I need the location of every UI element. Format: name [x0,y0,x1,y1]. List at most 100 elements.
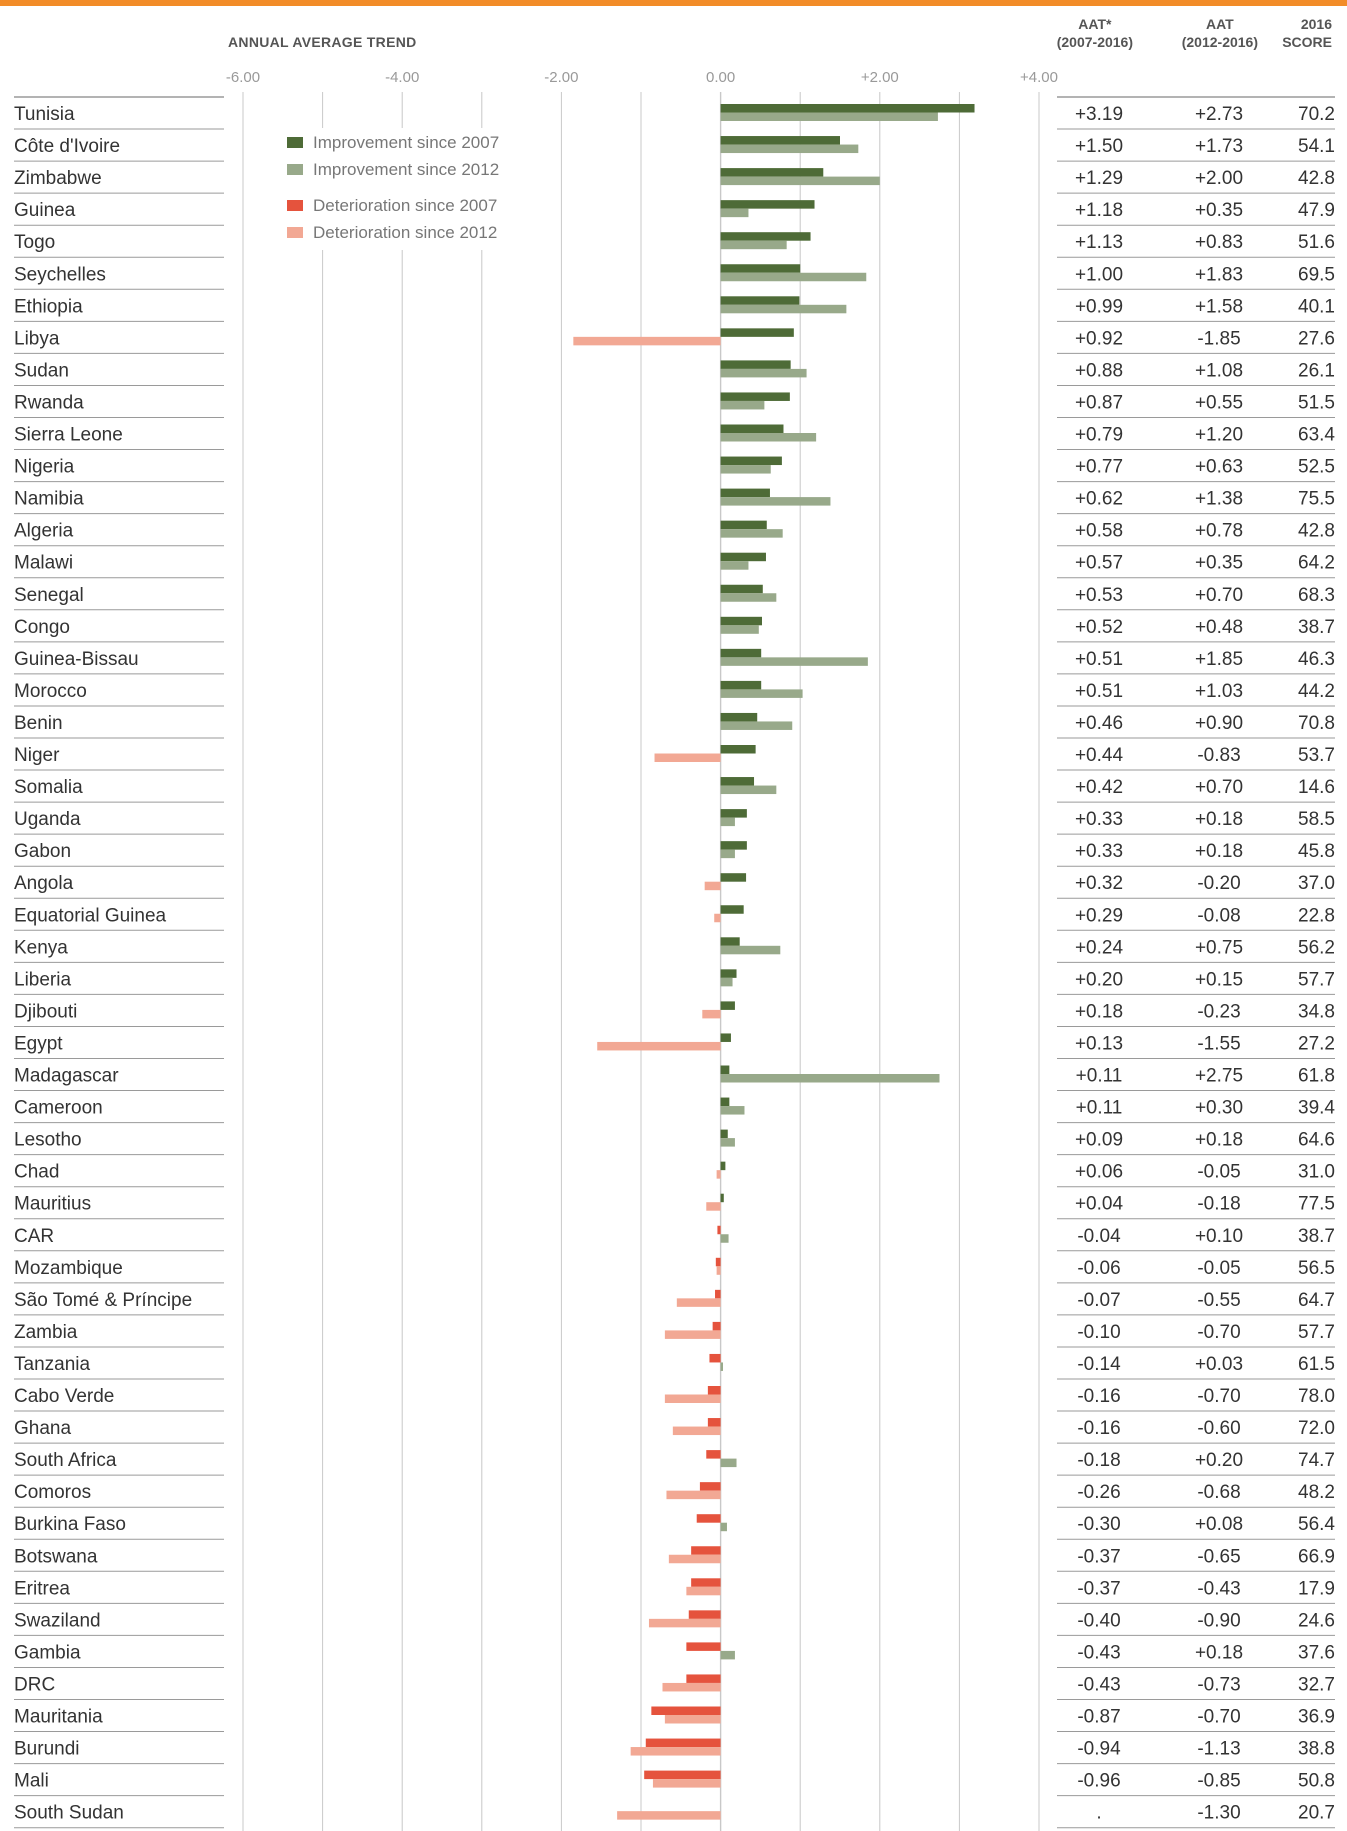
bar-aat-2012 [617,1811,721,1820]
bar-aat-2012 [720,272,867,282]
cell-score-2016: 44.2 [1298,681,1335,702]
country-label: Togo [14,232,55,253]
cell-score-2016: 37.0 [1298,873,1335,894]
cell-score-2016: 51.5 [1298,392,1335,413]
cell-aat-2007: +0.87 [1075,392,1123,413]
country-label: São Tomé & Príncipe [14,1290,192,1311]
chart-title: ANNUAL AVERAGE TREND [228,34,417,50]
cell-score-2016: 70.8 [1298,713,1335,734]
bar-aat-2007 [644,1770,721,1780]
col-header-score-line1: 2016 [1300,16,1332,32]
bar-aat-2012 [664,1394,721,1403]
country-label: Congo [14,617,70,638]
cell-aat-2007: +0.33 [1075,809,1123,830]
col-header-aat-2012-line1: AAT [1205,16,1234,32]
bar-aat-2012 [720,785,777,795]
cell-aat-2012: -0.65 [1197,1546,1240,1567]
cell-score-2016: 56.2 [1298,937,1335,958]
cell-aat-2007: +0.33 [1075,841,1123,862]
bar-aat-2007 [720,264,801,273]
bar-aat-2012 [720,208,749,218]
cell-aat-2007: -0.94 [1077,1739,1121,1760]
bar-aat-2012 [720,721,793,730]
bar-aat-2007 [651,1706,721,1715]
bar-aat-2007 [720,1129,728,1139]
bar-aat-2012 [686,1586,721,1596]
country-label: Madagascar [14,1066,119,1087]
bar-aat-2007 [720,360,791,369]
bar-aat-2007 [720,200,815,209]
country-label: Cabo Verde [14,1386,114,1407]
cell-score-2016: 77.5 [1298,1194,1335,1215]
cell-score-2016: 52.5 [1298,457,1335,478]
col-header-aat-2012-line2: (2012-2016) [1181,34,1258,50]
cell-aat-2012: -1.85 [1197,328,1240,349]
country-label: Senegal [14,585,84,606]
cell-aat-2007: +0.24 [1075,937,1124,958]
cell-aat-2012: +0.35 [1195,200,1243,221]
cell-aat-2007: +0.58 [1075,521,1123,542]
bar-aat-2007 [717,1225,721,1235]
cell-aat-2012: +1.85 [1195,649,1243,670]
cell-aat-2007: +0.79 [1075,425,1123,446]
cell-score-2016: 45.8 [1298,841,1335,862]
row-rules [14,96,1335,1829]
cell-aat-2012: -1.13 [1197,1739,1240,1760]
cell-aat-2012: +0.70 [1195,777,1243,798]
cell-aat-2007: -0.06 [1077,1258,1120,1279]
country-label: Botswana [14,1546,98,1567]
cell-score-2016: 34.8 [1298,1001,1335,1022]
cell-aat-2012: -0.68 [1197,1482,1240,1503]
grid-lines [242,92,1040,1831]
cell-aat-2012: -0.90 [1197,1610,1240,1631]
country-label: Zimbabwe [14,168,102,189]
bar-aat-2007 [720,616,762,626]
cell-score-2016: 31.0 [1298,1162,1335,1183]
bar-aat-2012 [720,945,781,955]
bar-aat-2012 [573,336,721,346]
bar-aat-2012 [720,240,787,250]
cell-aat-2012: +0.08 [1195,1514,1243,1535]
cell-score-2016: 57.7 [1298,1322,1335,1343]
cell-score-2016: 32.7 [1298,1674,1335,1695]
legend-label: Deterioration since 2012 [313,223,497,242]
bar-aat-2012 [672,1426,721,1436]
cell-score-2016: 22.8 [1298,905,1335,926]
bar-aat-2007 [720,1065,730,1074]
cell-aat-2007: +0.62 [1075,489,1123,510]
cell-aat-2007: -0.37 [1077,1546,1120,1567]
cell-aat-2007: +0.11 [1076,1066,1123,1087]
bar-aat-2012 [664,1330,721,1339]
col-header-aat-2007-line1: AAT* [1078,16,1112,32]
cell-aat-2012: +0.35 [1195,553,1243,574]
col-header-aat-2007: AAT* (2007-2016) [1057,15,1133,51]
country-label: Mauritius [14,1194,91,1215]
cell-score-2016: 36.9 [1298,1707,1335,1728]
cell-aat-2012: -0.05 [1197,1258,1240,1279]
cell-aat-2012: -0.08 [1197,905,1240,926]
bar-aat-2012 [597,1041,721,1051]
country-label: Egypt [14,1033,63,1054]
cell-score-2016: 42.8 [1298,521,1335,542]
bar-aat-2007 [720,841,747,850]
bar-aat-2012 [662,1682,721,1692]
cell-score-2016: 27.6 [1298,328,1335,349]
cell-score-2016: 69.5 [1298,264,1335,285]
cell-score-2016: 78.0 [1298,1386,1335,1407]
bar-aat-2012 [716,1170,721,1179]
x-tick-label: +2.00 [861,69,899,86]
bar-aat-2012 [720,497,831,506]
bar-aat-2012 [676,1298,721,1307]
bar-aat-2007 [696,1514,721,1523]
bar-aat-2007 [720,1161,726,1171]
bar-aat-2012 [720,304,847,314]
cell-aat-2012: +0.15 [1195,969,1243,990]
cell-aat-2012: +0.83 [1195,232,1243,253]
bar-aat-2012 [720,1522,727,1532]
country-label: Benin [14,713,63,734]
legend-swatch [287,227,303,238]
bar-aat-2012 [720,1458,737,1468]
bar-aat-2012 [702,1009,721,1019]
bar-aat-2012 [720,1650,735,1660]
country-label: Côte d'Ivoire [14,136,120,157]
